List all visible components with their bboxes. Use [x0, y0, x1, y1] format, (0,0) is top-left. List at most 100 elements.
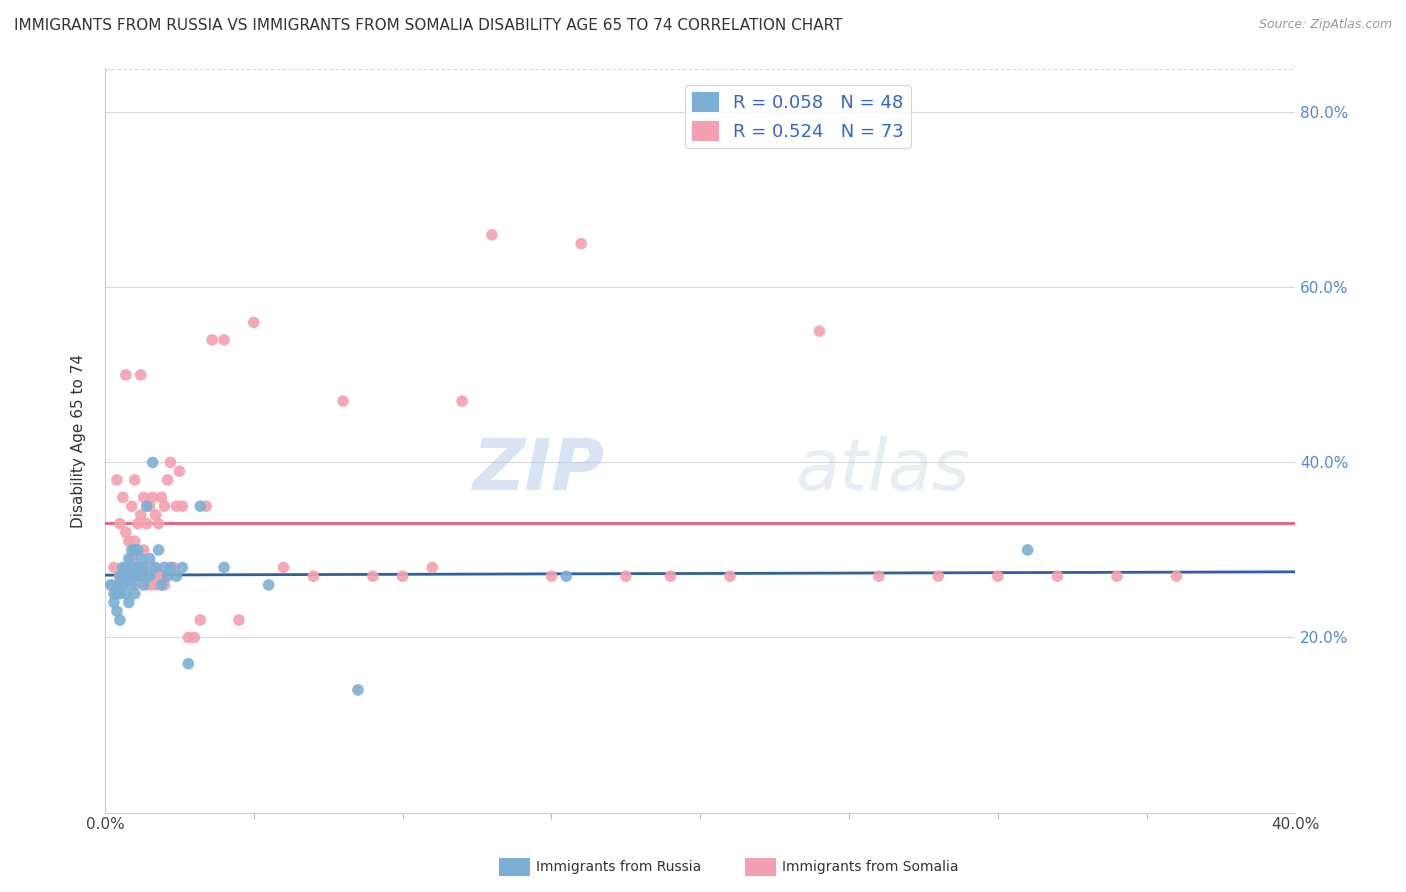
Point [162, 560, 184, 574]
Point [129, 551, 152, 566]
Text: Immigrants from Somalia: Immigrants from Somalia [782, 860, 959, 874]
Point [132, 560, 155, 574]
Point [148, 516, 170, 531]
Text: atlas: atlas [796, 436, 970, 505]
Point [138, 578, 160, 592]
Point [1046, 569, 1069, 583]
Point [129, 569, 152, 583]
Text: ZIP: ZIP [472, 436, 605, 505]
Point [614, 569, 637, 583]
Point [132, 491, 155, 505]
Point [103, 587, 125, 601]
Point [108, 516, 131, 531]
Text: Source: ZipAtlas.com: Source: ZipAtlas.com [1258, 18, 1392, 31]
Point [183, 631, 205, 645]
Point [111, 491, 134, 505]
Point [121, 560, 143, 574]
Point [127, 516, 149, 531]
Point [808, 324, 831, 338]
Point [927, 569, 949, 583]
Point [150, 491, 173, 505]
Legend: R = 0.058   N = 48, R = 0.524   N = 73: R = 0.058 N = 48, R = 0.524 N = 73 [685, 85, 911, 148]
Point [121, 543, 143, 558]
Point [718, 569, 741, 583]
Point [361, 569, 384, 583]
Point [118, 569, 141, 583]
Point [212, 560, 235, 574]
Point [124, 569, 146, 583]
Point [156, 569, 179, 583]
Point [124, 534, 146, 549]
Point [135, 499, 157, 513]
Point [153, 499, 176, 513]
Point [177, 657, 200, 671]
Point [177, 631, 200, 645]
Point [569, 236, 592, 251]
Point [124, 543, 146, 558]
Text: Immigrants from Russia: Immigrants from Russia [536, 860, 702, 874]
Point [118, 595, 141, 609]
Point [243, 315, 266, 329]
Point [103, 595, 125, 609]
Point [103, 560, 125, 574]
Point [1105, 569, 1128, 583]
Point [114, 560, 136, 574]
Point [111, 569, 134, 583]
Point [172, 560, 194, 574]
Point [111, 578, 134, 592]
Point [145, 508, 167, 522]
Point [153, 560, 176, 574]
Point [114, 587, 136, 601]
Point [100, 578, 122, 592]
Point [422, 560, 444, 574]
Point [108, 569, 131, 583]
Point [145, 578, 167, 592]
Point [118, 551, 141, 566]
Point [121, 551, 143, 566]
Point [148, 569, 170, 583]
Y-axis label: Disability Age 65 to 74: Disability Age 65 to 74 [72, 353, 86, 527]
Point [132, 578, 155, 592]
Point [135, 516, 157, 531]
Point [555, 569, 578, 583]
Point [148, 543, 170, 558]
Point [129, 368, 152, 382]
Point [127, 560, 149, 574]
Point [108, 569, 131, 583]
Point [188, 499, 211, 513]
Point [868, 569, 890, 583]
Point [121, 499, 143, 513]
Point [169, 464, 191, 478]
Point [159, 560, 181, 574]
Point [540, 569, 562, 583]
Point [111, 578, 134, 592]
Point [114, 560, 136, 574]
Point [391, 569, 413, 583]
Point [105, 473, 128, 487]
Point [172, 499, 194, 513]
Point [195, 499, 218, 513]
Point [124, 473, 146, 487]
Point [132, 543, 155, 558]
Point [1166, 569, 1188, 583]
Point [118, 534, 141, 549]
Point [127, 569, 149, 583]
Point [105, 604, 128, 618]
Point [165, 569, 187, 583]
Point [105, 578, 128, 592]
Point [1017, 543, 1039, 558]
Point [150, 578, 173, 592]
Point [481, 227, 503, 242]
Point [347, 683, 370, 698]
Point [121, 578, 143, 592]
Point [659, 569, 682, 583]
Point [332, 394, 354, 409]
Point [145, 560, 167, 574]
Point [153, 578, 176, 592]
Point [129, 508, 152, 522]
Point [124, 587, 146, 601]
Point [138, 569, 160, 583]
Point [142, 491, 165, 505]
Point [150, 569, 173, 583]
Point [111, 560, 134, 574]
